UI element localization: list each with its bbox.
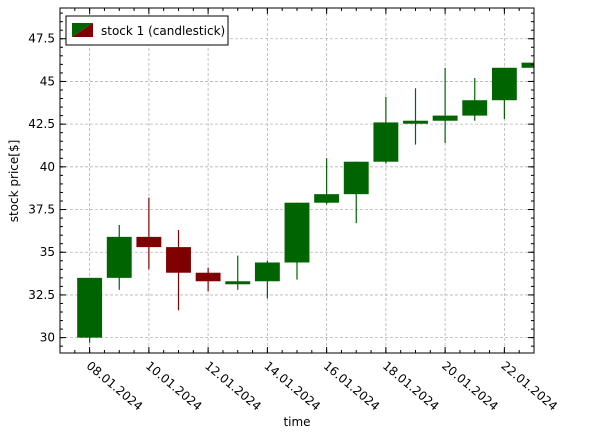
y-tick-label: 42.5	[28, 117, 55, 131]
candle-body	[254, 262, 280, 282]
y-tick-label: 47.5	[28, 32, 55, 46]
x-tick-label: 10.01.2024	[143, 359, 205, 414]
legend: stock 1 (candlestick)	[65, 15, 229, 46]
candle-body	[225, 281, 251, 285]
candle-down	[195, 267, 221, 292]
y-tick-label: 40	[40, 160, 55, 174]
candle-up	[432, 67, 458, 143]
candle-up	[106, 224, 132, 290]
y-tick-label: 45	[40, 74, 55, 88]
candle-body	[136, 236, 162, 248]
legend-entry-label: stock 1 (candlestick)	[101, 24, 225, 38]
y-tick-label: 32.5	[28, 288, 55, 302]
tick-layer	[59, 8, 535, 353]
candle-body	[314, 194, 340, 203]
x-tick-label: 16.01.2024	[321, 359, 383, 414]
y-tick-label: 30	[40, 331, 55, 345]
y-axis-label: stock price[$]	[7, 140, 21, 223]
x-tick-label: 18.01.2024	[380, 359, 442, 414]
x-tick-label: 08.01.2024	[84, 359, 146, 414]
candle-body	[166, 247, 191, 273]
candle-body	[432, 115, 458, 121]
candle-up	[284, 202, 310, 280]
candle-down	[136, 197, 162, 270]
x-tick-label: 12.01.2024	[202, 359, 264, 414]
x-tick-label: 22.01.2024	[498, 359, 560, 414]
candle-up	[491, 67, 517, 120]
candle-up	[462, 78, 488, 121]
candle-up	[373, 96, 399, 164]
y-tick-label: 37.5	[28, 203, 55, 217]
candle-body	[195, 272, 221, 282]
candle-layer	[77, 60, 534, 343]
x-axis-label: time	[283, 415, 310, 429]
candle-up	[343, 161, 369, 224]
candle-up	[225, 255, 251, 290]
candle-body	[462, 100, 488, 116]
candle-body	[521, 62, 534, 68]
candle-body	[491, 67, 517, 101]
candle-up	[254, 260, 280, 299]
legend-swatch-down	[72, 23, 93, 37]
candle-up	[314, 158, 340, 205]
candle-up	[403, 88, 428, 145]
candle-up	[77, 277, 103, 343]
y-tick-label: 35	[40, 245, 55, 259]
candle-body	[106, 236, 132, 278]
candle-body	[373, 122, 399, 162]
candle-up	[521, 60, 534, 70]
candle-down	[166, 230, 191, 311]
candle-body	[403, 120, 428, 124]
candle-body	[284, 202, 310, 263]
candle-body	[343, 161, 369, 195]
candle-body	[77, 277, 103, 338]
x-tick-label: 20.01.2024	[439, 359, 501, 414]
x-tick-label: 14.01.2024	[261, 359, 323, 414]
plot-background	[60, 8, 534, 353]
